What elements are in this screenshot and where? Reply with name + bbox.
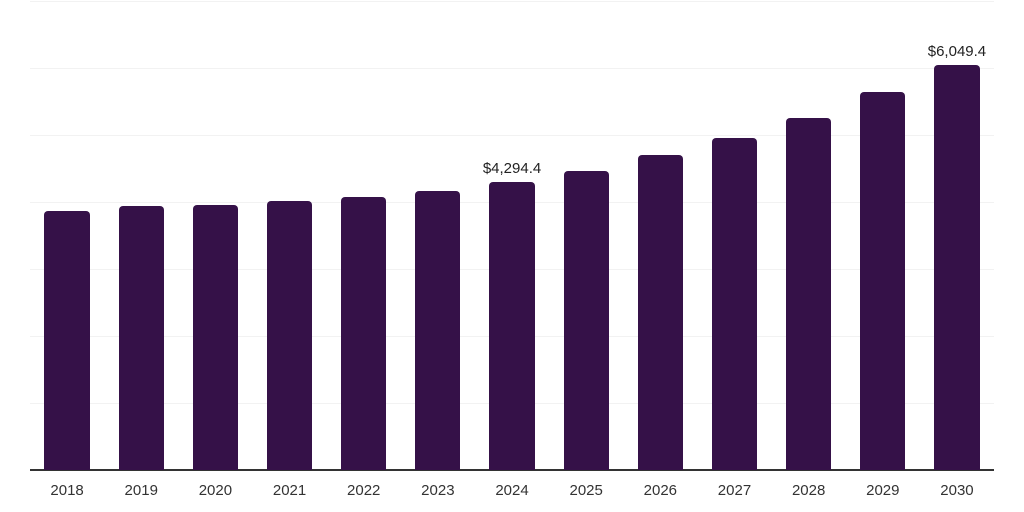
bar-slot-2023 bbox=[401, 1, 475, 470]
bar-slot-2027 bbox=[697, 1, 771, 470]
bar-2028 bbox=[786, 117, 832, 470]
x-tick-2026: 2026 bbox=[643, 482, 678, 499]
bar-slot-2020 bbox=[178, 1, 252, 470]
bar-slot-2028 bbox=[772, 1, 846, 470]
x-axis-labels: 2018 2019 2020 2021 2022 2023 2024 2025 2026 2027… bbox=[30, 481, 994, 501]
x-axis-line bbox=[30, 469, 994, 471]
x-tick-2020: 2020 bbox=[198, 482, 233, 499]
gridline-5000 bbox=[30, 135, 994, 136]
bar-2021 bbox=[266, 201, 313, 470]
bar-slot-2029 bbox=[846, 1, 920, 470]
bar-2019 bbox=[118, 206, 164, 470]
x-tick-2024: 2024 bbox=[495, 482, 529, 499]
bar-slot-2018 bbox=[30, 1, 104, 470]
x-tick-2029: 2029 bbox=[866, 482, 900, 499]
x-tick-2022: 2022 bbox=[347, 482, 381, 499]
bar-2018 bbox=[44, 211, 90, 470]
bar-slot-2030: $6,049.4 bbox=[920, 1, 994, 470]
bar-slot-2026 bbox=[623, 1, 697, 470]
x-tick-2027: 2027 bbox=[717, 482, 752, 499]
bar-slot-2024: $4,294.4 bbox=[475, 1, 549, 470]
x-tick-2019: 2019 bbox=[124, 482, 158, 499]
bar-2024 bbox=[489, 182, 535, 470]
bar-2025 bbox=[563, 170, 609, 470]
x-tick-2028: 2028 bbox=[791, 482, 826, 499]
x-tick-2030: 2030 bbox=[940, 482, 974, 499]
gridline-7000 bbox=[30, 1, 994, 2]
x-tick-2023: 2023 bbox=[421, 482, 455, 499]
x-tick-2021: 2021 bbox=[272, 482, 307, 499]
bar-slot-2021 bbox=[252, 1, 326, 470]
value-label-2030: $6,049.4 bbox=[927, 42, 987, 60]
value-label-2024: $4,294.4 bbox=[482, 160, 542, 178]
bar-slot-2022 bbox=[327, 1, 401, 470]
bar-2027 bbox=[711, 137, 758, 470]
bar-2023 bbox=[415, 190, 461, 470]
gridline-6000 bbox=[30, 68, 994, 69]
x-tick-2025: 2025 bbox=[569, 482, 603, 499]
plot-area: $4,294.4 $6,049.4 bbox=[30, 1, 994, 470]
bar-2029 bbox=[860, 92, 906, 470]
x-tick-2018: 2018 bbox=[50, 482, 84, 499]
bar-2030 bbox=[934, 64, 980, 470]
bar-2026 bbox=[637, 155, 683, 470]
bar-slot-2025 bbox=[549, 1, 623, 470]
bar-slot-2019 bbox=[104, 1, 178, 470]
bar-2020 bbox=[192, 205, 238, 470]
bar-2022 bbox=[341, 196, 387, 470]
